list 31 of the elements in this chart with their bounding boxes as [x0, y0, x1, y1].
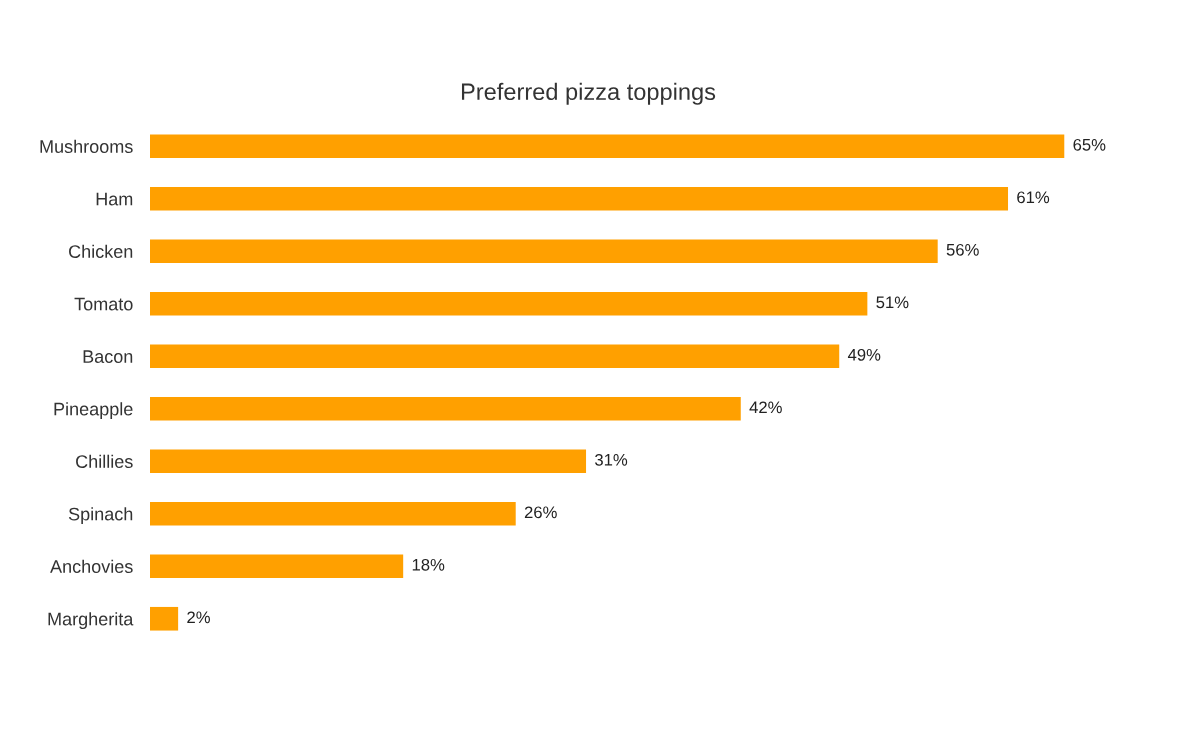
data-label: 2%: [187, 611, 210, 624]
y-tick-label: Anchovies: [50, 559, 133, 573]
bar: [150, 186, 1009, 211]
y-tick-label: Tomato: [74, 297, 133, 311]
y-tick-label: Margherita: [48, 612, 134, 630]
data-label: 51%: [876, 296, 909, 309]
y-tick-label: Chicken: [69, 244, 133, 258]
y-tick-label: Mushrooms: [40, 139, 133, 153]
data-label: 61%: [1017, 191, 1050, 204]
bar: [150, 134, 1065, 159]
bar: [150, 291, 868, 316]
bar: [150, 396, 741, 421]
bar: [150, 501, 516, 526]
y-tick-label: Bacon: [83, 350, 133, 363]
data-label: 42%: [749, 401, 782, 414]
bar: [150, 344, 840, 369]
bar: [150, 554, 404, 579]
data-label: 26%: [524, 506, 557, 519]
bar: [150, 449, 587, 474]
data-label: 56%: [946, 243, 979, 256]
data-label: 49%: [847, 348, 881, 361]
y-tick-label: Pineapple: [54, 402, 133, 420]
data-label: 18%: [412, 558, 445, 571]
y-tick-label: Spinach: [68, 507, 133, 525]
bar: [150, 239, 938, 264]
bar: [150, 606, 179, 631]
y-tick-label: Ham: [96, 192, 133, 206]
data-label: 65%: [1073, 138, 1106, 151]
chart-title: Preferred pizza toppings: [461, 82, 716, 105]
data-label: 31%: [595, 453, 628, 466]
y-tick-label: Chillies: [76, 454, 133, 468]
